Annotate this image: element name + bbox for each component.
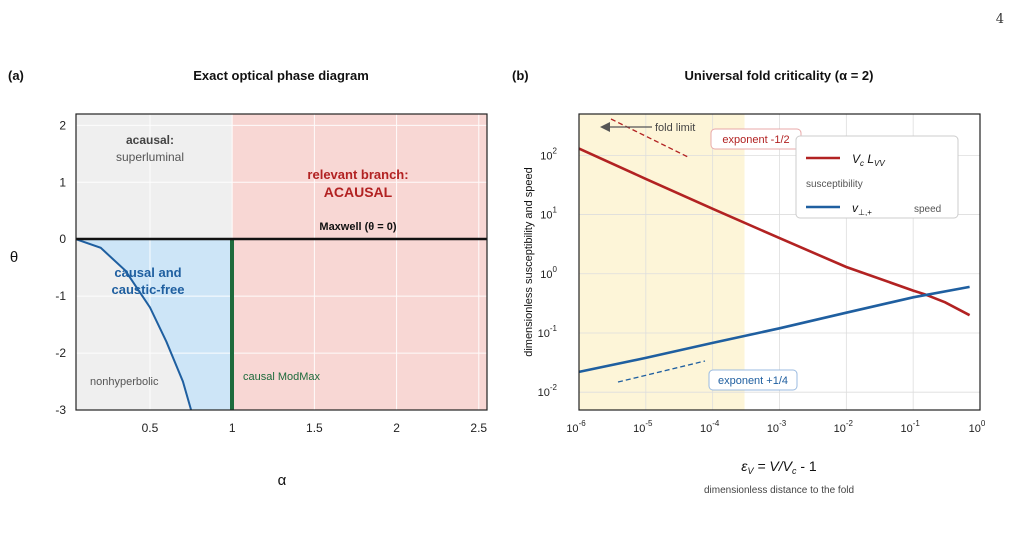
panel-b: (b) Universal fold criticality (α = 2) f…: [512, 68, 986, 496]
panel-b-xcaption: dimensionless distance to the fold: [704, 485, 854, 496]
x-tick-label: 10-4: [700, 419, 720, 435]
exponent-blue-label: exponent +1/4: [718, 375, 788, 387]
speed-curve: [578, 285, 970, 374]
x-tick-label: 2: [393, 421, 400, 435]
y-tick-label: 0: [59, 232, 66, 246]
y-tick-label: -2: [55, 346, 66, 360]
x-tick-label: 10-5: [633, 419, 653, 435]
x-tick-label: 10-6: [566, 419, 586, 435]
panel-b-y-ticks: 102 101 100 10-1 10-2: [538, 146, 558, 399]
legend-red-label: Vc LVV: [852, 152, 885, 168]
x-tick-label: 1.5: [306, 421, 323, 435]
y-tick-label: -1: [55, 289, 66, 303]
panel-b-x-ticks: 10-6 10-5 10-4 10-3 10-2 10-1 100: [566, 419, 986, 435]
legend: Vc LVV susceptibility v⊥,+ speed: [795, 135, 959, 219]
fold-limit-arrowhead: [600, 122, 610, 132]
panel-a-x-ticks: 0.5 1 1.5 2 2.5: [142, 421, 488, 435]
exponent-red-label: exponent -1/2: [722, 134, 789, 146]
causality-boundary-curve: [75, 238, 193, 411]
x-tick-label: 10-1: [900, 419, 920, 435]
legend-box: [795, 135, 959, 219]
slope-guide-blue: [617, 360, 706, 383]
panel-a: (a) Exact optical phase diagram acausal:…: [8, 68, 488, 489]
panel-b-title: Universal fold criticality (α = 2): [685, 68, 874, 83]
panel-a-ylabel: θ: [10, 249, 18, 266]
modmax-label: causal ModMax: [243, 371, 321, 383]
y-tick-label: 2: [59, 118, 66, 132]
x-tick-label: 0.5: [142, 421, 159, 435]
legend-red-desc: susceptibility: [806, 179, 863, 190]
x-tick-label: 10-3: [767, 419, 787, 435]
acausal-region: [76, 114, 232, 240]
y-tick-label: 10-1: [538, 324, 558, 340]
legend-blue-label: v⊥,+: [852, 201, 872, 217]
panel-b-ylabel: dimensionless susceptibility and speed: [523, 167, 535, 357]
acausal-label: acausal:: [126, 133, 174, 147]
x-tick-label: 100: [969, 419, 986, 435]
panel-b-frame: [578, 113, 981, 411]
causal-region: [76, 239, 233, 410]
slope-guide-red: [610, 118, 689, 158]
x-tick-label: 2.5: [470, 421, 487, 435]
fold-limit-label: fold limit: [655, 122, 695, 134]
page-number: 4: [995, 12, 1004, 27]
x-tick-label: 10-2: [834, 419, 854, 435]
x-tick-label: 1: [229, 421, 236, 435]
y-tick-label: 10-2: [538, 383, 558, 399]
panel-a-xlabel: α: [278, 472, 287, 489]
acausal-branch-label: ACAUSAL: [324, 184, 393, 200]
panel-a-title: Exact optical phase diagram: [193, 68, 369, 83]
y-tick-label: 100: [540, 265, 557, 281]
panel-a-y-ticks: 2 1 0 -1 -2 -3: [55, 118, 66, 417]
panel-b-tag: (b): [512, 68, 529, 83]
y-tick-label: -3: [55, 403, 66, 417]
y-tick-label: 102: [540, 146, 557, 162]
maxwell-label: Maxwell (θ = 0): [319, 221, 397, 233]
nonhyperbolic-label: nonhyperbolic: [90, 376, 159, 388]
causal-label-line2: caustic-free: [112, 282, 185, 297]
causal-label-line1: causal and: [114, 265, 181, 280]
panel-a-frame: [75, 113, 488, 411]
y-tick-label: 101: [540, 206, 557, 222]
fold-proximity-shading: [579, 114, 745, 410]
y-tick-label: 1: [59, 175, 66, 189]
legend-blue-desc: speed: [914, 204, 941, 215]
relevant-region: [232, 114, 487, 410]
exponent-blue-box: [708, 369, 798, 391]
panel-b-xlabel: εV = V/Vc - 1: [741, 458, 817, 476]
relevant-branch-label: relevant branch:: [307, 167, 408, 182]
panel-a-tag: (a): [8, 68, 24, 83]
susceptibility-curve: [578, 147, 971, 317]
superluminal-label: superluminal: [116, 150, 184, 164]
